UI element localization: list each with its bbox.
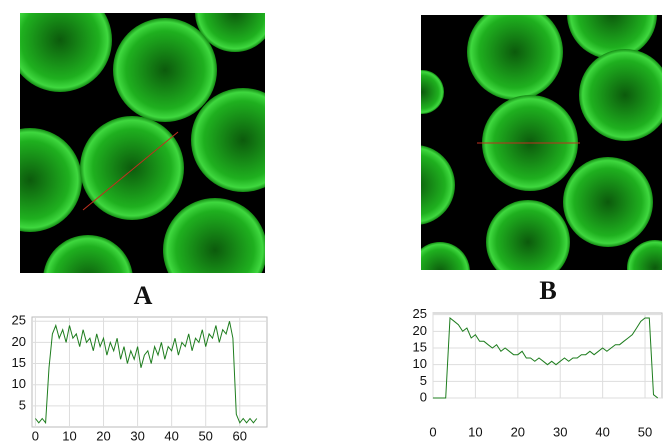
x-tick-label: 10: [62, 428, 76, 441]
x-tick-label: 60: [233, 428, 247, 441]
x-tick-label: 40: [595, 424, 609, 439]
x-tick-label: 50: [638, 424, 652, 439]
profile-line: [35, 321, 258, 425]
x-tick-label: 0: [32, 428, 39, 441]
y-tick-label: 0: [420, 389, 427, 404]
x-tick-label: 30: [553, 424, 567, 439]
plot-area: [31, 316, 268, 428]
y-tick-label: 15: [413, 339, 427, 354]
y-tick-label: 25: [413, 306, 427, 321]
micrograph-a: [20, 13, 265, 273]
y-tick-label: 5: [19, 397, 26, 412]
x-tick-label: 20: [96, 428, 110, 441]
x-tick-label: 20: [511, 424, 525, 439]
y-tick-label: 5: [420, 373, 427, 388]
x-tick-label: 0: [429, 424, 436, 439]
x-tick-label: 40: [164, 428, 178, 441]
micrograph-b: [421, 15, 662, 270]
y-tick-label: 10: [12, 376, 26, 391]
y-tick-label: 10: [413, 356, 427, 371]
y-tick-label: 25: [12, 313, 26, 328]
profile-line: [433, 317, 659, 399]
plot-area: [432, 312, 663, 399]
panel-label: B: [539, 276, 556, 305]
y-tick-label: 15: [12, 355, 26, 370]
x-tick-label: 50: [198, 428, 212, 441]
x-tick-label: 30: [130, 428, 144, 441]
y-tick-label: 20: [413, 323, 427, 338]
y-tick-label: 20: [12, 334, 26, 349]
x-tick-label: 10: [468, 424, 482, 439]
panel-label: A: [134, 281, 153, 310]
